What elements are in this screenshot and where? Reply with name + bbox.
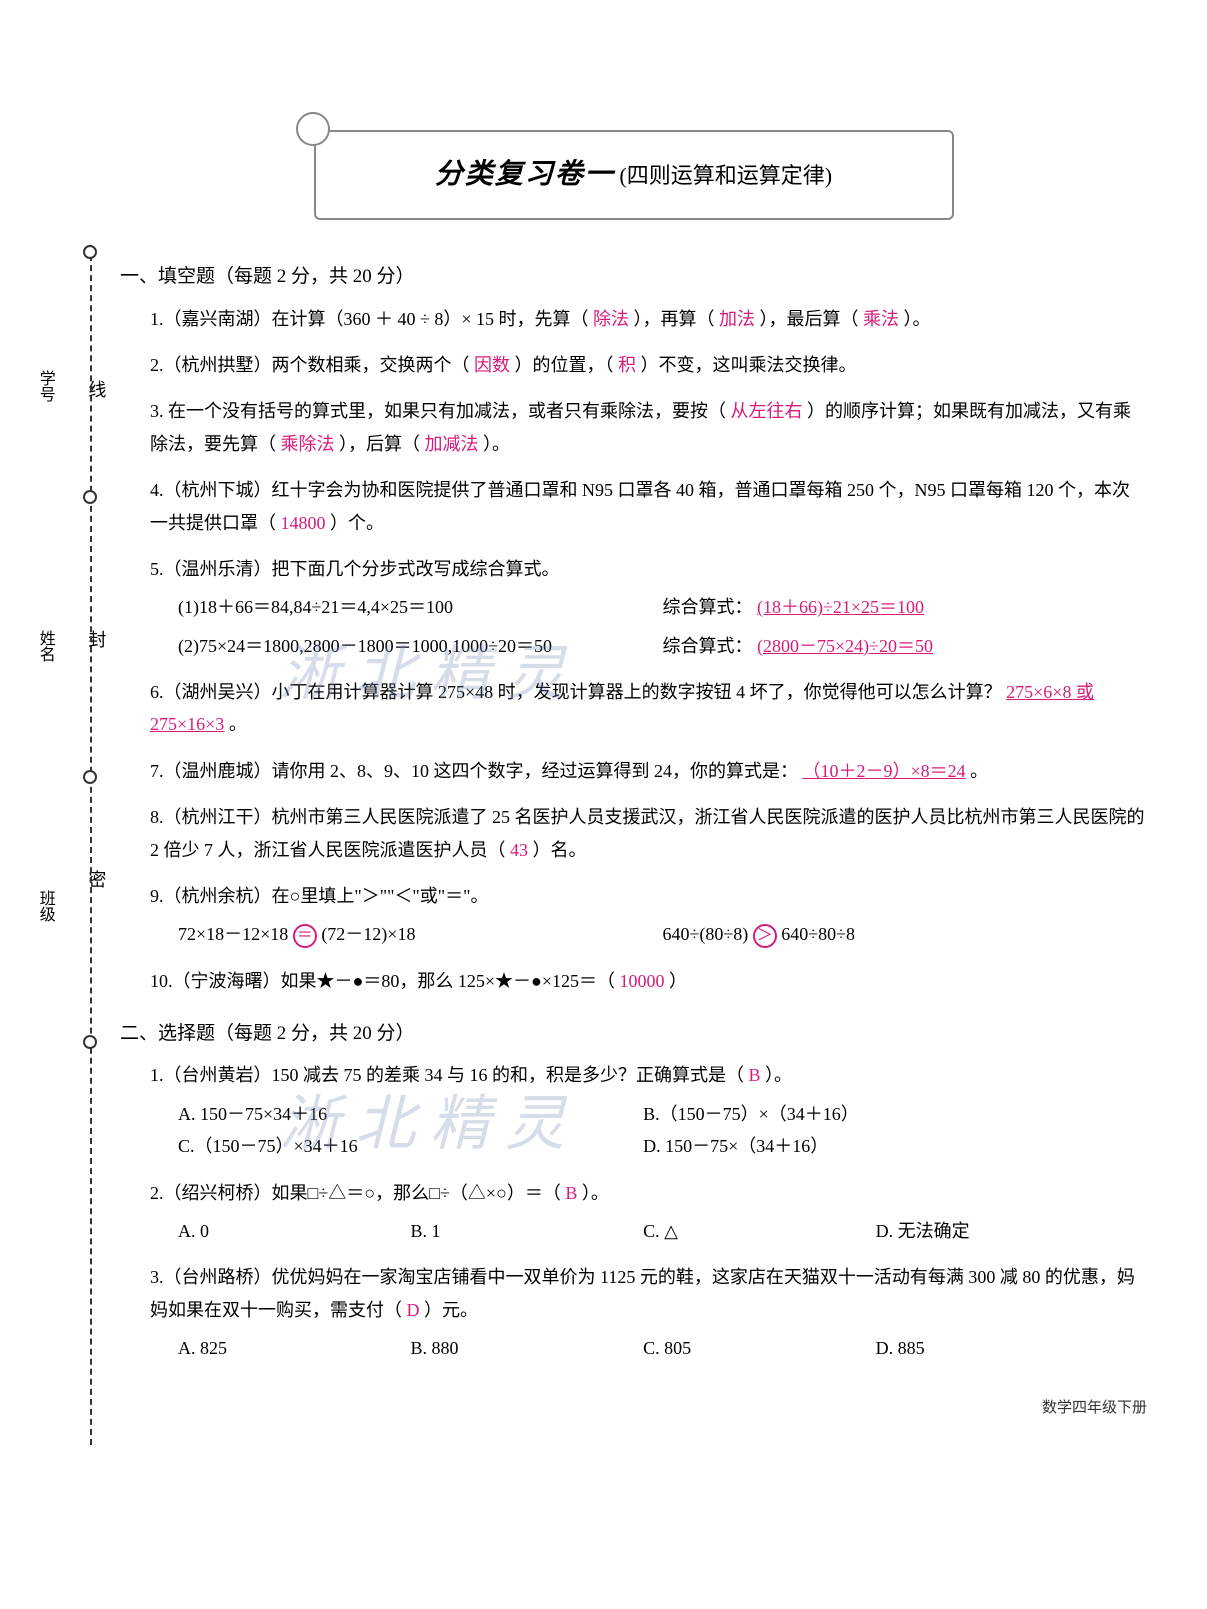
q3-ans1: 从左往右	[731, 401, 803, 421]
s2q1-optC: C.（150－75）×34＋16	[178, 1130, 643, 1162]
s2q2-optD: D. 无法确定	[876, 1215, 1109, 1247]
q1-ans2: 加法	[719, 309, 755, 329]
section1-title: 一、填空题（每题 2 分，共 20 分）	[120, 260, 1147, 294]
q7-ans1: （10＋2－9）×8＝24	[803, 761, 966, 781]
side-label-name: 姓名	[30, 630, 59, 662]
q5: 5.（温州乐清）把下面几个分步式改写成综合算式。 (1)18＋66＝84,84÷…	[150, 553, 1147, 662]
s2q1: 1.（台州黄岩）150 减去 75 的差乘 34 与 16 的和，积是多少？正确…	[150, 1059, 1147, 1162]
q8-ans1: 43	[510, 840, 528, 860]
q7: 7.（温州鹿城）请你用 2、8、9、10 这四个数字，经过运算得到 24，你的算…	[150, 755, 1147, 787]
q1-ans1: 除法	[593, 309, 629, 329]
cut-line	[90, 245, 92, 1445]
s2q2: 2.（绍兴柯桥）如果□÷△＝○，那么□÷（△×○）＝（ B ）。 A. 0 B.…	[150, 1177, 1147, 1248]
title-sub: (四则运算和运算定律)	[619, 163, 832, 188]
side-label-class: 班级	[30, 890, 59, 922]
q8: 8.（杭州江干）杭州市第三人民医院派遣了 25 名医护人员支援武汉，浙江省人民医…	[150, 801, 1147, 866]
s2q2-optB: B. 1	[411, 1215, 644, 1247]
q3: 3. 在一个没有括号的算式里，如果只有加减法，或者只有乘除法，要按（ 从左往右 …	[150, 395, 1147, 460]
q5-ans1: (18＋66)÷21×25＝100	[757, 597, 924, 617]
q9-ans1: ＝	[293, 924, 317, 948]
s2q3-optC: C. 805	[643, 1332, 876, 1364]
q4-ans1: 14800	[281, 513, 326, 533]
s2q1-ans: B	[749, 1065, 761, 1085]
q2: 2.（杭州拱墅）两个数相乘，交换两个（ 因数 ）的位置，（ 积 ）不变，这叫乘法…	[150, 349, 1147, 381]
page-footer: 数学四年级下册	[120, 1395, 1147, 1422]
q9: 9.（杭州余杭）在○里填上"＞""＜"或"＝"。 72×18－12×18 ＝ (…	[150, 880, 1147, 951]
s2q1-optD: D. 150－75×（34＋16）	[643, 1130, 1108, 1162]
section2-title: 二、选择题（每题 2 分，共 20 分）	[120, 1017, 1147, 1051]
q1-ans3: 乘法	[863, 309, 899, 329]
q1: 1.（嘉兴南湖）在计算（360 ＋ 40 ÷ 8）× 15 时，先算（ 除法 ）…	[150, 303, 1147, 335]
side-cn-feng: 封	[80, 630, 112, 648]
s2q1-optA: A. 150－75×34＋16	[178, 1098, 643, 1130]
q9-ans2: ＞	[753, 924, 777, 948]
s2q3-optB: B. 880	[411, 1332, 644, 1364]
q2-ans1: 因数	[474, 355, 510, 375]
s2q3-optA: A. 825	[178, 1332, 411, 1364]
title-main: 分类复习卷一	[435, 159, 615, 190]
title-banner: 分类复习卷一 (四则运算和运算定律)	[314, 130, 954, 220]
dot-circle	[83, 245, 97, 259]
q10-ans1: 10000	[620, 971, 665, 991]
q6: 6.（湖州吴兴）小丁在用计算器计算 275×48 时，发现计算器上的数字按钮 4…	[150, 676, 1147, 741]
s2q3-optD: D. 885	[876, 1332, 1109, 1364]
s2q2-optC: C. △	[643, 1215, 876, 1247]
q10: 10.（宁波海曙）如果★－●＝80，那么 125×★－●×125＝（ 10000…	[150, 965, 1147, 997]
dot-circle	[83, 770, 97, 784]
q4: 4.（杭州下城）红十字会为协和医院提供了普通口罩和 N95 口罩各 40 箱，普…	[150, 474, 1147, 539]
side-label-id: 学号	[30, 370, 59, 402]
q3-ans2: 乘除法	[281, 434, 335, 454]
q3-ans3: 加减法	[425, 434, 479, 454]
dot-circle	[83, 490, 97, 504]
s2q3: 3.（台州路桥）优优妈妈在一家淘宝店铺看中一双单价为 1125 元的鞋，这家店在…	[150, 1261, 1147, 1364]
q5-ans2: (2800－75×24)÷20＝50	[757, 636, 933, 656]
s2q3-ans: D	[407, 1300, 420, 1320]
side-cn-mi: 密	[80, 870, 112, 888]
s2q2-ans: B	[565, 1183, 577, 1203]
side-cn-xian: 线	[80, 380, 112, 398]
s2q2-optA: A. 0	[178, 1215, 411, 1247]
q2-ans2: 积	[618, 355, 636, 375]
dot-circle	[83, 1035, 97, 1049]
binding-edge: 学号 姓名 班级 线 封 密	[30, 250, 70, 1350]
s2q1-optB: B.（150－75）×（34＋16）	[643, 1098, 1108, 1130]
